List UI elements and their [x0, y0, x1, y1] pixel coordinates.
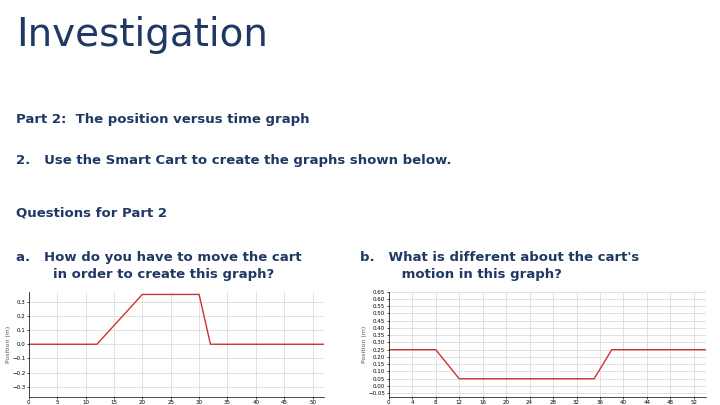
Y-axis label: Position (m): Position (m)	[6, 326, 11, 363]
Text: b.   What is different about the cart's
         motion in this graph?: b. What is different about the cart's mo…	[360, 251, 639, 281]
Text: 2.   Use the Smart Cart to create the graphs shown below.: 2. Use the Smart Cart to create the grap…	[16, 154, 451, 167]
Text: Questions for Part 2: Questions for Part 2	[16, 207, 167, 220]
Text: Investigation: Investigation	[16, 16, 268, 54]
Y-axis label: Position (m): Position (m)	[362, 326, 367, 363]
Text: Part 2:  The position versus time graph: Part 2: The position versus time graph	[16, 113, 310, 126]
Text: a.   How do you have to move the cart
        in order to create this graph?: a. How do you have to move the cart in o…	[16, 251, 302, 281]
